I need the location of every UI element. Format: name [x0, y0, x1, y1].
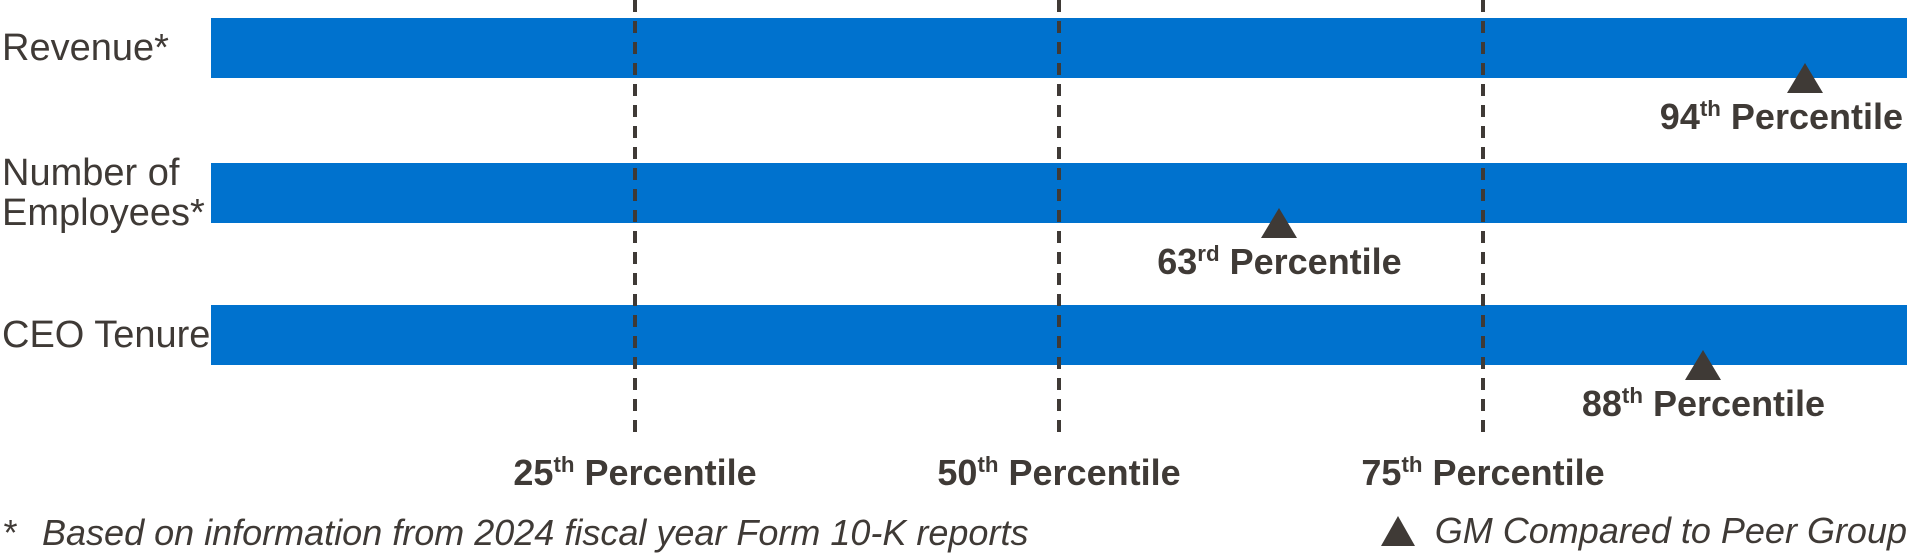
row-label-line: Revenue* [2, 27, 169, 69]
row-label-line: CEO Tenure [2, 314, 211, 356]
triangle-marker-icon [1380, 516, 1415, 546]
row-label: CEO Tenure [2, 305, 211, 365]
plot-area: 94th Percentile 63rd Percentile 88th Perce… [211, 0, 1907, 553]
marker-label: 94th Percentile [1659, 96, 1903, 137]
axis-tick-label: 25th Percentile [513, 452, 757, 493]
gm-marker-icon [1261, 208, 1298, 238]
legend: GM Compared to Peer Group [1380, 510, 1907, 552]
percentile-gridline [1481, 0, 1485, 435]
marker-label: 88th Percentile [1581, 383, 1826, 424]
footnote-text: Based on information from 2024 fiscal ye… [42, 512, 1029, 553]
marker-label: 63rd Percentile [1157, 241, 1402, 282]
legend-label: GM Compared to Peer Group [1434, 510, 1907, 551]
row-label: Revenue* [2, 18, 207, 78]
row-label: Number of Employees* [2, 153, 207, 233]
footnote: * Based on information from 2024 fiscal y… [2, 512, 1028, 553]
gm-marker-icon [1685, 350, 1722, 380]
percentile-gridline [1057, 0, 1061, 435]
row-label-line: Number of [2, 152, 180, 194]
footnote-asterisk: * [2, 512, 17, 553]
axis-tick-label: 50th Percentile [937, 452, 1181, 493]
gm-marker-icon [1787, 63, 1824, 93]
row-label-line: Employees* [2, 192, 205, 234]
axis-tick-label: 75th Percentile [1361, 452, 1605, 493]
percentile-gridline [633, 0, 637, 435]
